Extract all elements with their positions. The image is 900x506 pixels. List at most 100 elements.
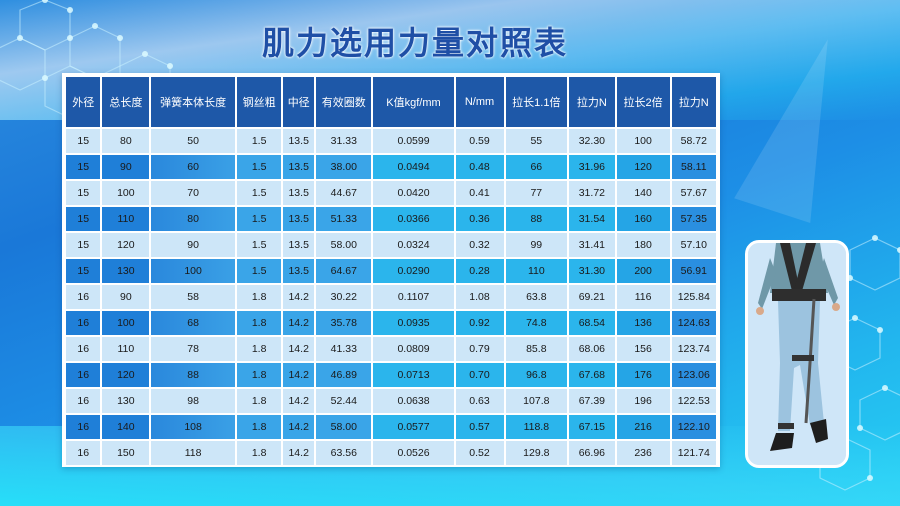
cell-force-1-1x: 68.54	[569, 311, 615, 335]
cell-wire-thickness: 1.8	[236, 389, 282, 413]
cell-wire-thickness: 1.5	[236, 259, 282, 283]
cell-spring-body-length: 88	[151, 363, 235, 387]
table-row: 16 130 98 1.8 14.2 52.44 0.0638 0.63 107.8 67.39 1…	[66, 389, 716, 413]
cell-outer-diameter: 16	[66, 415, 101, 439]
cell-outer-diameter: 15	[66, 259, 101, 283]
cell-wire-thickness: 1.8	[236, 415, 282, 439]
cell-total-length: 90	[102, 155, 150, 179]
cell-active-coils: 46.89	[316, 363, 372, 387]
cell-stretch-1-1x: 85.8	[505, 337, 568, 361]
table-row: 15 100 70 1.5 13.5 44.67 0.0420 0.41 77 31.72 140 5…	[66, 181, 716, 205]
cell-total-length: 80	[102, 129, 150, 153]
cell-stretch-2x: 200	[616, 259, 670, 283]
cell-mean-diameter: 13.5	[283, 207, 315, 231]
cell-active-coils: 38.00	[316, 155, 372, 179]
cell-stretch-2x: 236	[616, 441, 670, 465]
cell-k-value: 0.0290	[373, 259, 454, 283]
cell-total-length: 130	[102, 389, 150, 413]
col-header-stretch-1-1x: 拉长1.1倍	[505, 77, 568, 127]
spring-force-table-container: 外径 总长度 弹簧本体长度 钢丝粗 中径 有效圈数 K值kgf/mm N/mm …	[62, 73, 720, 467]
table-row: 15 80 50 1.5 13.5 31.33 0.0599 0.59 55 32.30 100 58…	[66, 129, 716, 153]
table-row: 15 90 60 1.5 13.5 38.00 0.0494 0.48 66 31.96 120 58…	[66, 155, 716, 179]
cell-stretch-2x: 140	[616, 181, 670, 205]
cell-wire-thickness: 1.8	[236, 441, 282, 465]
cell-total-length: 100	[102, 181, 150, 205]
cell-outer-diameter: 16	[66, 363, 101, 387]
cell-force-1-1x: 69.21	[569, 285, 615, 309]
cell-force-1-1x: 66.96	[569, 441, 615, 465]
cell-total-length: 120	[102, 363, 150, 387]
cell-force-2x: 56.91	[671, 259, 716, 283]
cell-force-2x: 57.67	[671, 181, 716, 205]
table-body: 15 80 50 1.5 13.5 31.33 0.0599 0.59 55 32.30 100 58…	[66, 129, 716, 465]
cell-mean-diameter: 14.2	[283, 337, 315, 361]
cell-spring-body-length: 78	[151, 337, 235, 361]
table-row: 16 140 108 1.8 14.2 58.00 0.0577 0.57 118.8 67.15…	[66, 415, 716, 439]
cell-spring-body-length: 100	[151, 259, 235, 283]
table-row: 16 120 88 1.8 14.2 46.89 0.0713 0.70 96.8 67.68 17…	[66, 363, 716, 387]
cell-total-length: 110	[102, 337, 150, 361]
cell-stretch-1-1x: 77	[505, 181, 568, 205]
cell-force-1-1x: 31.54	[569, 207, 615, 231]
cell-n-per-mm: 0.41	[455, 181, 504, 205]
cell-stretch-1-1x: 55	[505, 129, 568, 153]
cell-k-value: 0.0809	[373, 337, 454, 361]
cell-spring-body-length: 108	[151, 415, 235, 439]
cell-spring-body-length: 98	[151, 389, 235, 413]
cell-outer-diameter: 15	[66, 181, 101, 205]
cell-wire-thickness: 1.8	[236, 337, 282, 361]
cell-k-value: 0.0494	[373, 155, 454, 179]
cell-spring-body-length: 50	[151, 129, 235, 153]
cell-stretch-2x: 100	[616, 129, 670, 153]
cell-spring-body-length: 58	[151, 285, 235, 309]
cell-force-2x: 125.84	[671, 285, 716, 309]
cell-n-per-mm: 0.32	[455, 233, 504, 257]
cell-stretch-2x: 160	[616, 207, 670, 231]
cell-force-2x: 123.74	[671, 337, 716, 361]
cell-active-coils: 35.78	[316, 311, 372, 335]
cell-active-coils: 31.33	[316, 129, 372, 153]
cell-active-coils: 58.00	[316, 415, 372, 439]
cell-active-coils: 52.44	[316, 389, 372, 413]
cell-k-value: 0.0638	[373, 389, 454, 413]
cell-mean-diameter: 13.5	[283, 155, 315, 179]
cell-spring-body-length: 70	[151, 181, 235, 205]
col-header-force-1-1x: 拉力N	[569, 77, 615, 127]
cell-outer-diameter: 16	[66, 337, 101, 361]
cell-n-per-mm: 0.57	[455, 415, 504, 439]
cell-spring-body-length: 118	[151, 441, 235, 465]
cell-force-1-1x: 67.68	[569, 363, 615, 387]
cell-spring-body-length: 80	[151, 207, 235, 231]
col-header-n-per-mm: N/mm	[455, 77, 504, 127]
cell-stretch-2x: 216	[616, 415, 670, 439]
cell-stretch-1-1x: 99	[505, 233, 568, 257]
cell-outer-diameter: 15	[66, 233, 101, 257]
cell-force-1-1x: 67.39	[569, 389, 615, 413]
cell-stretch-1-1x: 118.8	[505, 415, 568, 439]
cell-force-1-1x: 31.41	[569, 233, 615, 257]
cell-stretch-2x: 116	[616, 285, 670, 309]
cell-wire-thickness: 1.8	[236, 285, 282, 309]
cell-active-coils: 44.67	[316, 181, 372, 205]
cell-spring-body-length: 90	[151, 233, 235, 257]
cell-outer-diameter: 16	[66, 311, 101, 335]
cell-active-coils: 30.22	[316, 285, 372, 309]
cell-mean-diameter: 13.5	[283, 181, 315, 205]
col-header-outer-diameter: 外径	[66, 77, 101, 127]
cell-outer-diameter: 16	[66, 389, 101, 413]
cell-active-coils: 64.67	[316, 259, 372, 283]
table-row: 15 110 80 1.5 13.5 51.33 0.0366 0.36 88 31.54 160 5…	[66, 207, 716, 231]
cell-spring-body-length: 68	[151, 311, 235, 335]
cell-force-1-1x: 31.96	[569, 155, 615, 179]
col-header-k-value: K值kgf/mm	[373, 77, 454, 127]
cell-stretch-2x: 176	[616, 363, 670, 387]
col-header-spring-body-length: 弹簧本体长度	[151, 77, 235, 127]
cell-mean-diameter: 13.5	[283, 259, 315, 283]
cell-force-2x: 122.10	[671, 415, 716, 439]
cell-outer-diameter: 15	[66, 207, 101, 231]
cell-k-value: 0.0713	[373, 363, 454, 387]
cell-outer-diameter: 15	[66, 129, 101, 153]
table-row: 16 100 68 1.8 14.2 35.78 0.0935 0.92 74.8 68.54 13…	[66, 311, 716, 335]
cell-stretch-1-1x: 66	[505, 155, 568, 179]
cell-k-value: 0.0324	[373, 233, 454, 257]
